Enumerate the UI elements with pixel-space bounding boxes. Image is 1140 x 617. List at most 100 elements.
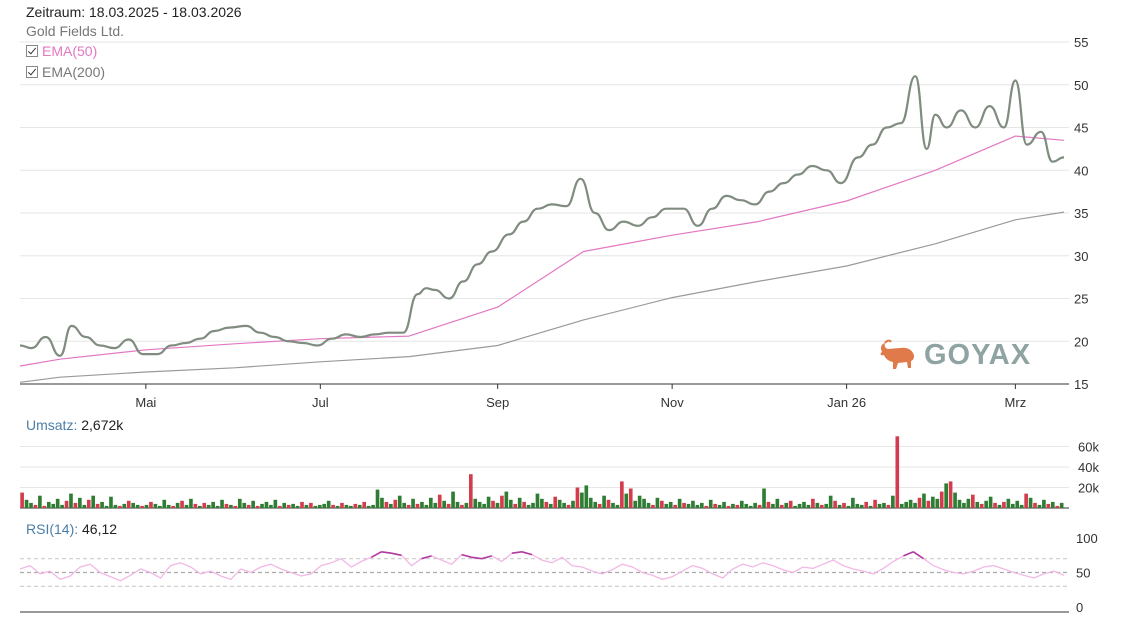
- volume-bar: [637, 495, 642, 508]
- volume-bar: [562, 502, 566, 508]
- volume-bar: [855, 503, 860, 508]
- volume-bar: [420, 501, 424, 508]
- volume-bar: [446, 503, 451, 508]
- rsi-overbought-segment: [481, 555, 493, 560]
- volume-bar: [104, 505, 109, 508]
- rsi-overbought-segment: [912, 551, 924, 560]
- volume-bar: [677, 498, 682, 508]
- volume-bar: [371, 504, 375, 508]
- volume-bar: [664, 503, 669, 508]
- volume-bar: [997, 504, 1002, 508]
- volume-bar: [748, 505, 753, 508]
- volume-bar: [526, 504, 531, 508]
- volume-bar: [611, 502, 615, 508]
- volume-bar: [788, 500, 793, 508]
- volume-bar: [20, 492, 24, 508]
- volume-bar: [202, 502, 207, 508]
- volume-bar: [242, 502, 247, 508]
- volume-label: Umsatz: 2,672k: [26, 417, 124, 433]
- volume-bar: [473, 498, 478, 508]
- volume-bar: [1024, 493, 1028, 508]
- volume-bar: [575, 487, 580, 508]
- volume-bar: [402, 502, 406, 508]
- volume-bar: [349, 505, 353, 508]
- y-tick-label: 30: [1074, 249, 1088, 264]
- volume-bar: [948, 481, 953, 508]
- volume-grid: [20, 446, 1069, 509]
- volume-bar: [544, 501, 549, 508]
- volume-bar: [366, 505, 371, 508]
- volume-bar: [620, 481, 624, 508]
- volume-bar: [584, 485, 589, 508]
- volume-bar: [495, 502, 500, 508]
- volume-bar: [193, 503, 198, 508]
- price-line: [19, 75, 1065, 357]
- volume-bar: [859, 504, 864, 508]
- volume-bar: [971, 494, 975, 508]
- rsi-line-group: [19, 551, 1065, 582]
- volume-bar: [548, 503, 553, 508]
- volume-bar: [340, 502, 344, 508]
- volume-bar: [1046, 503, 1051, 508]
- volume-bar: [442, 500, 446, 508]
- volume-bar: [979, 503, 984, 508]
- watermark-text: GOYAX: [924, 338, 1032, 371]
- volume-bar: [846, 505, 851, 508]
- legend-item-ema200[interactable]: EMA(200): [26, 64, 105, 80]
- rsi-overbought-segment: [903, 551, 914, 557]
- volume-bar: [273, 499, 278, 508]
- volume-bar: [957, 499, 962, 508]
- volume-bar: [722, 501, 726, 508]
- volume-bar: [429, 497, 433, 509]
- volume-bar: [984, 500, 988, 508]
- y-tick-label: 40: [1074, 163, 1088, 178]
- bull-icon: [880, 339, 915, 369]
- volume-bar: [69, 493, 73, 508]
- volume-bar: [135, 504, 140, 508]
- volume-bar: [64, 500, 69, 508]
- volume-bar: [113, 504, 118, 508]
- volume-bar: [797, 503, 802, 508]
- volume-bar: [824, 503, 829, 508]
- volume-bar: [295, 505, 300, 508]
- volume-bar: [42, 505, 47, 508]
- volume-bar: [237, 498, 242, 508]
- volume-bar: [406, 504, 411, 508]
- volume-bar: [904, 501, 909, 508]
- legend-item-ema50[interactable]: EMA(50): [26, 43, 97, 59]
- volume-bar: [264, 501, 269, 508]
- volume-bar: [46, 501, 51, 508]
- volume-bar: [726, 505, 731, 508]
- volume-bar: [144, 504, 149, 508]
- volume-bar: [851, 497, 855, 509]
- volume-bar: [593, 501, 598, 508]
- volume-bar: [553, 496, 558, 508]
- checkbox-ema200[interactable]: [26, 66, 38, 78]
- volume-bar: [464, 502, 469, 508]
- volume-bar: [1006, 498, 1011, 508]
- volume-bar: [713, 503, 717, 508]
- volume-bar: [269, 504, 273, 508]
- volume-bar: [322, 503, 327, 508]
- volume-bar: [335, 505, 340, 508]
- volume-bar: [211, 501, 215, 508]
- volume-bar: [1019, 504, 1024, 508]
- volume-bar: [944, 483, 948, 508]
- volume-bar: [95, 503, 100, 508]
- rsi-title: RSI(14): [26, 521, 75, 537]
- volume-bar: [229, 504, 233, 508]
- volume-bar: [597, 503, 602, 508]
- checkbox-ema50[interactable]: [26, 45, 38, 57]
- volume-bar: [571, 500, 575, 508]
- y-tick-label: 15: [1074, 377, 1088, 392]
- volume-bar: [975, 501, 980, 508]
- volume-bar: [122, 503, 127, 508]
- volume-bar: [766, 501, 771, 508]
- volume-bar: [899, 503, 904, 508]
- legend-label-ema50: EMA(50): [42, 43, 98, 59]
- volume-bar: [260, 503, 264, 508]
- volume-bar: [118, 505, 122, 508]
- volume-bar: [198, 505, 202, 508]
- volume-bar: [220, 499, 224, 508]
